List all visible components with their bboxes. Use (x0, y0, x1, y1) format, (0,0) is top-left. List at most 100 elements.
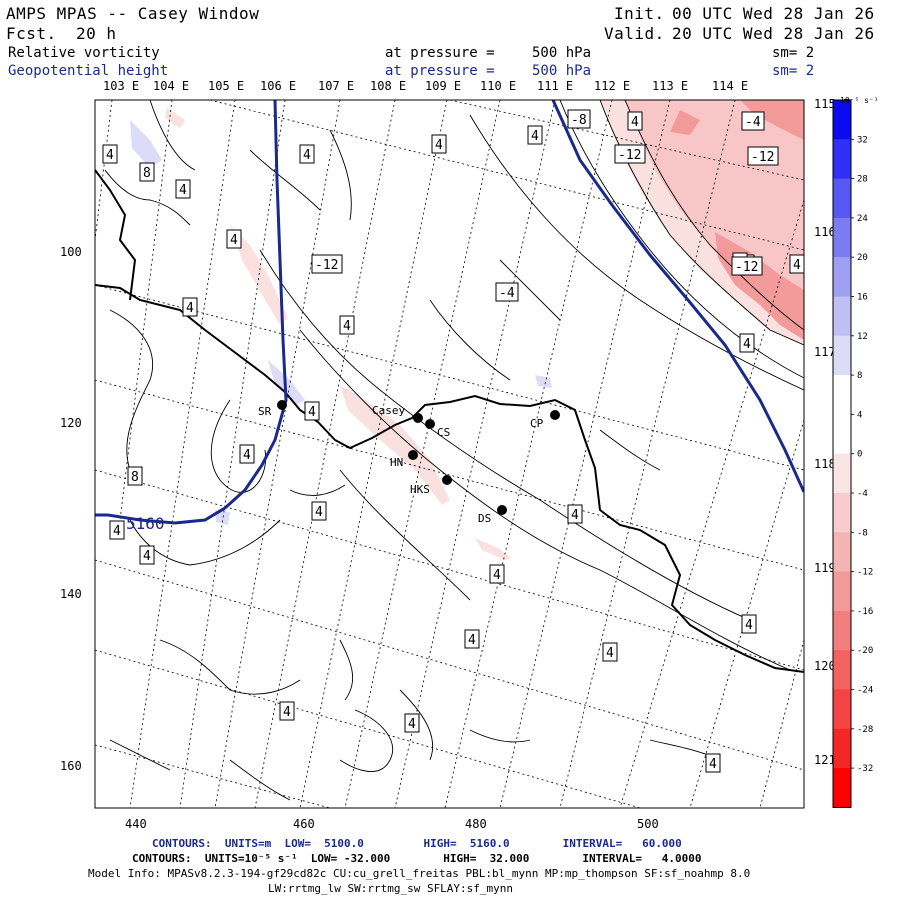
field-smoothing-vorticity: sm= 2 (772, 45, 815, 61)
graticule (95, 100, 804, 808)
longitude-label: 111 E (537, 79, 573, 93)
init-time: 00 UTC Wed 28 Jan 26 (672, 4, 875, 23)
longitude-label: 103 E (103, 79, 139, 93)
contour-label-box (602, 642, 618, 662)
colorbar-segment (833, 139, 851, 180)
colorbar-tick-label: 16 (857, 293, 868, 303)
contour-label: -12 (315, 258, 338, 273)
longitude-label: 114 E (712, 79, 748, 93)
longitude-label: 104 E (153, 79, 189, 93)
station-label: HN (390, 456, 403, 469)
map-title: AMPS MPAS -- Casey Window (6, 4, 260, 23)
colorbar-segment (833, 296, 851, 337)
coastline-west (95, 169, 137, 301)
y-axis-tick-label: 140 (60, 587, 82, 601)
y-axis-tick-label: 160 (60, 759, 82, 773)
longitude-label: 113 E (652, 79, 688, 93)
contour-label: 4 (435, 138, 443, 153)
contour-label-box (741, 614, 757, 634)
contour-label-box (741, 111, 765, 131)
longitude-labels: 103 E 104 E 105 E 106 E 107 E 108 E 109 E 110 E… (103, 79, 748, 93)
longitude-label: 108 E (370, 79, 406, 93)
contour-label: 4 (113, 524, 121, 539)
contour-label-box (226, 229, 242, 249)
field-smoothing-height: sm= 2 (772, 63, 815, 79)
contour-label: 4 (743, 337, 751, 352)
contour-label: -8 (571, 113, 587, 128)
footer-model-info: Model Info: MPASv8.2.3-194-gf29cd82c CU:… (88, 867, 751, 880)
station-marker (442, 475, 452, 485)
colorbar-segment (833, 100, 851, 140)
colorbar-segment (833, 375, 851, 415)
colorbar-segment (833, 532, 851, 573)
contour-label-box (705, 753, 721, 773)
contour-label-box (299, 144, 315, 164)
station-marker (413, 413, 423, 423)
colorbar-segment (833, 217, 851, 258)
contour-label-box (567, 109, 591, 129)
contour-label: 4 (631, 115, 639, 130)
contour-label: -12 (618, 148, 641, 163)
contour-label: 4 (745, 618, 753, 633)
contour-label-box (731, 256, 763, 276)
station-marker (550, 410, 560, 420)
contour-label: -4 (745, 115, 761, 130)
contour-label-box (139, 162, 155, 182)
contour-label: 4 (531, 129, 539, 144)
valid-label: Valid. (604, 24, 665, 43)
contour-label-box (431, 134, 447, 154)
contour-label: 4 (179, 183, 187, 198)
contour-label-box (495, 282, 519, 302)
colorbar-tick-label: -8 (857, 528, 868, 538)
x-axis-tick-label: 480 (465, 817, 487, 831)
longitude-label: 110 E (480, 79, 516, 93)
longitude-label: 107 E (318, 79, 354, 93)
contour-label-box (627, 111, 643, 131)
x-axis-tick-label: 440 (125, 817, 147, 831)
valid-time: 20 UTC Wed 28 Jan 26 (672, 24, 875, 43)
y-axis-tick-label: 120 (60, 416, 82, 430)
map-field-layer (95, 100, 804, 808)
longitude-label: 109 E (425, 79, 461, 93)
contour-label-box (464, 629, 480, 649)
contour-label: 4 (709, 757, 717, 772)
colorbar-tick-label: 4 (857, 410, 862, 420)
contour-labels: 4 4 8 4 4 4 4 4 -4 -12 -12 -8 -12 -4 4 4 4 4 4 8 4 4 4 4 4 4 4 4 4 4 4… (102, 109, 805, 773)
map-frame (94, 99, 805, 809)
contour-label-box (139, 545, 155, 565)
station-label: Casey (372, 404, 405, 417)
colorbar-segment (833, 650, 851, 690)
colorbar-tick-label: -28 (857, 725, 873, 735)
contour-label-box (175, 179, 191, 199)
colorbar-segment (833, 728, 851, 769)
field-pressure-height: 500 hPa (532, 63, 592, 79)
contour-label-box (304, 401, 320, 421)
colorbar-tick-label: 0 (857, 450, 862, 460)
contour-label-box (311, 254, 343, 274)
colorbar (832, 99, 852, 808)
longitude-label: 112 E (594, 79, 630, 93)
contour-label-box (747, 146, 779, 166)
contour-label: 4 (571, 508, 579, 523)
forecast-hours: 20 h (76, 24, 117, 43)
colorbar-tick-label: 8 (857, 371, 862, 381)
contour-label-box (127, 466, 143, 486)
contour-label: 4 (493, 568, 501, 583)
coastline (95, 284, 804, 673)
contour-label: 8 (143, 166, 151, 181)
contour-label: 4 (343, 319, 351, 334)
station-marker (277, 400, 287, 410)
colorbar-ticks: 32 28 24 20 16 12 8 4 0 -4 -8 -12 -16 -20 -24 -28 -32 (851, 135, 873, 774)
contour-label: 4 (408, 717, 416, 732)
contour-label: 4 (283, 705, 291, 720)
contour-label-box (489, 564, 505, 584)
contour-label-box (404, 713, 420, 733)
field-name-vorticity: Relative vorticity (8, 45, 160, 61)
contour-label: 4 (308, 405, 316, 420)
x-axis-tick-label: 500 (637, 817, 659, 831)
contour-label-box (339, 315, 355, 335)
colorbar-tick-label: 20 (857, 253, 868, 263)
colorbar-segment (833, 335, 851, 376)
contour-label: 4 (186, 301, 194, 316)
